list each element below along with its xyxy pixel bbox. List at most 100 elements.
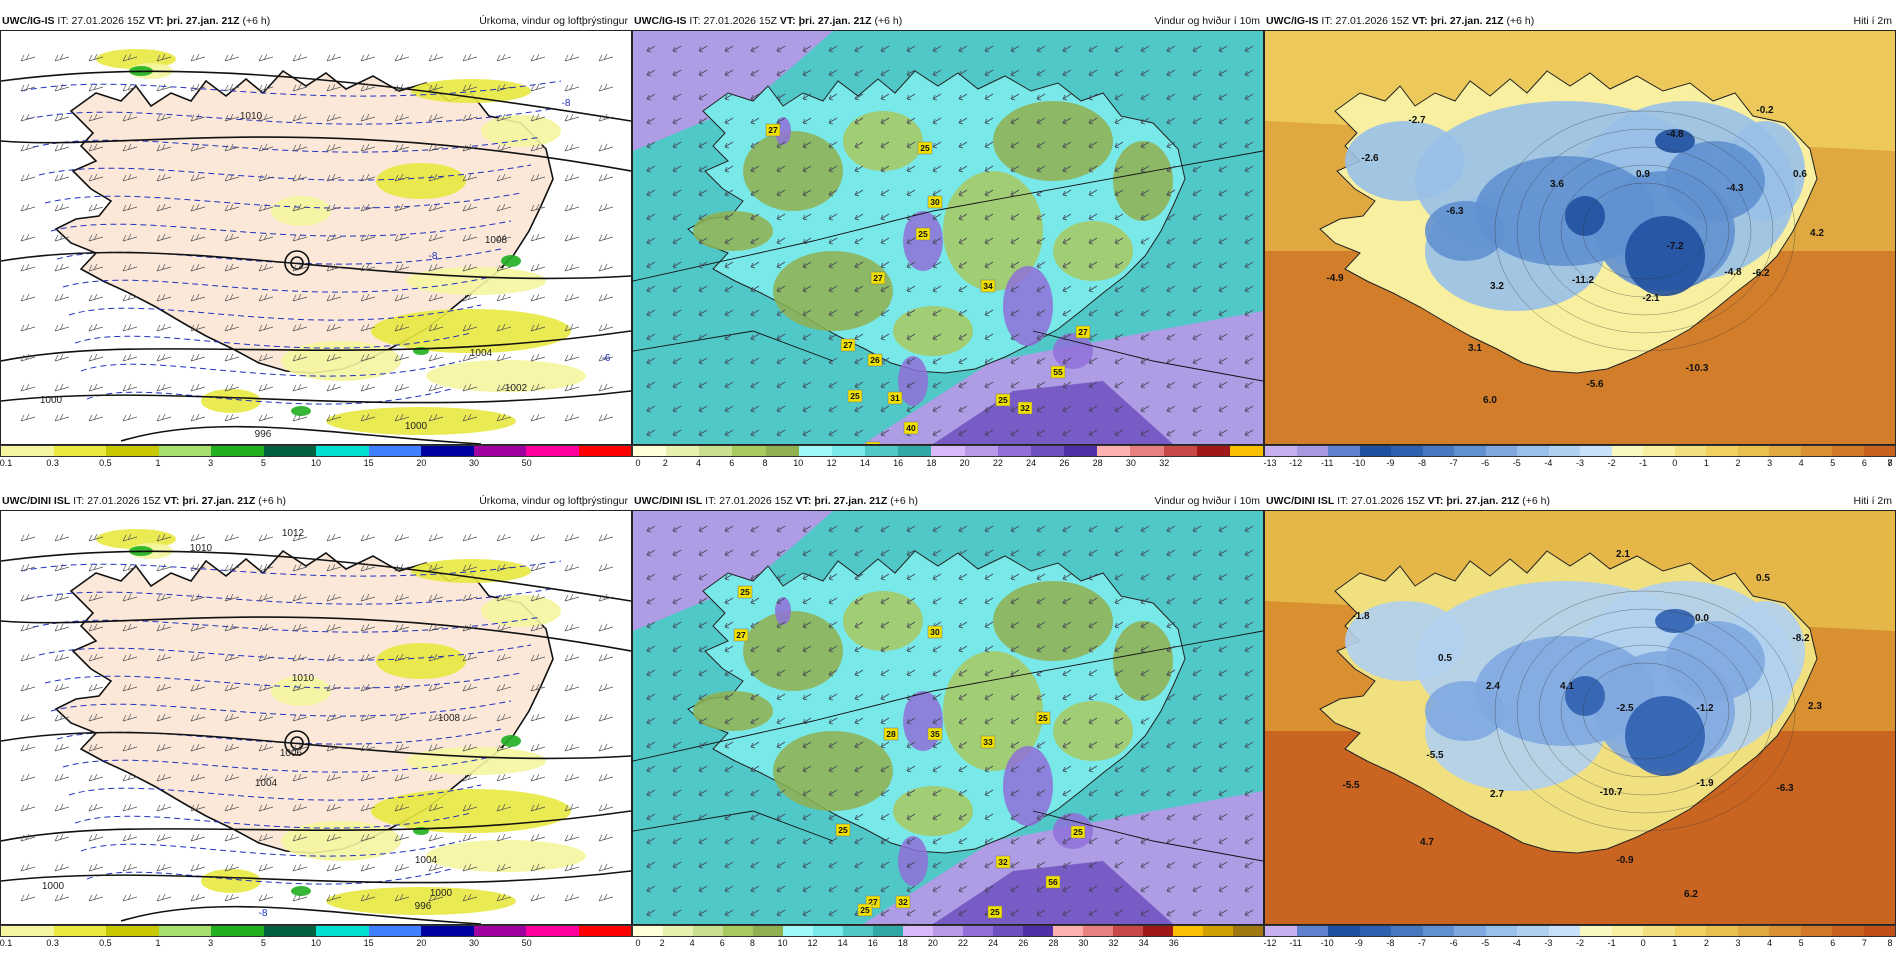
isobar — [120, 425, 482, 444]
low-pressure-ring — [290, 736, 304, 750]
wind-arrow — [1218, 429, 1228, 437]
wind-arrow — [724, 405, 734, 413]
map-view[interactable]: 2527302835332525322556273237252525 — [632, 510, 1264, 925]
wind-barb — [564, 173, 580, 182]
wind-barb — [326, 803, 342, 812]
wind-barb — [292, 563, 308, 572]
wind-barb — [394, 533, 410, 542]
wind-barb — [360, 353, 376, 362]
wind-barb — [88, 713, 104, 722]
wind-arrow — [880, 405, 890, 413]
wind-barb — [224, 623, 240, 632]
wind-arrow — [854, 45, 864, 53]
wind-arrow — [698, 45, 708, 53]
wind-barb — [462, 893, 478, 902]
wind-arrow — [932, 117, 942, 125]
wind-barb — [88, 893, 104, 902]
wind-arrow — [776, 141, 786, 149]
color-swatch — [699, 446, 733, 456]
wind-arrow — [828, 861, 838, 869]
wind-arrow — [802, 93, 812, 101]
wind-arrow — [750, 309, 760, 317]
wind-arrow — [1192, 861, 1202, 869]
temperature-value-label: 3.2 — [1490, 281, 1504, 292]
wind-arrow — [1192, 741, 1202, 749]
map-view[interactable]: 1010 1008 1004 1002 1000 1000 996 -8 -8 -6 — [0, 30, 632, 445]
wind-barb — [190, 53, 206, 62]
wind-arrow — [828, 717, 838, 725]
map-view[interactable]: 2.1 0.5 -1.8 0.0 -8.2 0.5 2.4 4.1 -2.5 -1.2 2.3 -5.… — [1264, 510, 1896, 925]
wind-arrow — [698, 381, 708, 389]
wind-barb — [462, 383, 478, 392]
contour-value-label: 1004 — [470, 348, 493, 359]
wind-barb — [360, 623, 376, 632]
wind-arrow — [1192, 669, 1202, 677]
wind-arrow — [828, 309, 838, 317]
wind-arrow — [1244, 621, 1254, 629]
wind-barb — [224, 893, 240, 902]
wind-barb — [326, 593, 342, 602]
color-scale-tick-label: 34 — [1138, 938, 1149, 948]
gust-label-box — [1045, 875, 1061, 889]
wind-arrow — [1062, 69, 1072, 77]
wind-arrow — [1114, 789, 1124, 797]
wind-arrow — [828, 525, 838, 533]
wind-arrow — [646, 285, 656, 293]
wind-barb — [224, 413, 240, 422]
precip-area — [376, 163, 466, 199]
color-scale-tick-label: -6 — [1449, 938, 1458, 948]
color-swatch — [1643, 926, 1675, 936]
wind-arrow — [984, 189, 994, 197]
map-panel-wind-ig: UWC/IG-IS IT: 27.01.2026 15Z VT: þri. 27… — [632, 12, 1264, 482]
color-scale-tick-label: 10 — [310, 938, 322, 948]
wind-barb — [326, 383, 342, 392]
wind-arrow — [984, 837, 994, 845]
wind-arrow — [1166, 573, 1176, 581]
wind-barb — [326, 833, 342, 842]
wind-barb — [598, 773, 614, 782]
it-value: 27.01.2026 15Z — [87, 495, 161, 507]
wind-arrow — [1088, 645, 1098, 653]
wind-arrow — [1062, 741, 1072, 749]
map-canvas: -2.7-4.8-0.2-2.63.60.9-4.30.6-6.3-7.24.2… — [1265, 31, 1895, 444]
color-scale-ticks: 0 2 4 6 8 10 12 14 16 18 20 22 24 26 28 30 32 34 36 — [632, 938, 1264, 952]
wind-barb — [20, 203, 36, 212]
wind-arrow — [802, 669, 812, 677]
wind-arrow — [1114, 333, 1124, 341]
wind-arrow — [1036, 861, 1046, 869]
map-view[interactable]: 2725302527342726275525314025322925 — [632, 30, 1264, 445]
temperature-value-label: 0.5 — [1438, 653, 1452, 664]
color-swatch — [1548, 926, 1580, 936]
wind-barb — [394, 353, 410, 362]
wind-arrow — [828, 909, 838, 917]
color-scale-tick-label: 10 — [310, 458, 322, 468]
wind-arrow — [1010, 789, 1020, 797]
wind-arrow — [1140, 525, 1150, 533]
contour-value-label: 1000 — [430, 888, 453, 899]
map-view[interactable]: 1010 1012 1010 1006 1004 1008 1004 1000 1000 996-… — [0, 510, 632, 925]
wind-arrow — [854, 837, 864, 845]
color-scale-tick-label: 6 — [729, 458, 735, 468]
map-view[interactable]: -2.7 -4.8 -0.2 -2.6 3.6 0.9 -4.3 0.6 -6.3 -7.2 4.2… — [1264, 30, 1896, 445]
color-scale-tick-label: -7 — [1449, 458, 1458, 468]
wind-arrow — [880, 381, 890, 389]
wind-barb — [360, 143, 376, 152]
wind-arrow — [932, 237, 942, 245]
contour-value-label: 1010 — [292, 673, 315, 684]
wind-arrow — [802, 525, 812, 533]
wind-arrow — [1088, 669, 1098, 677]
wind-arrow — [880, 285, 890, 293]
wind-barb — [462, 173, 478, 182]
wind-arrow — [1192, 621, 1202, 629]
wind-barb — [394, 713, 410, 722]
color-swatch — [1548, 446, 1580, 456]
wind-barb — [428, 563, 444, 572]
wind-barb — [88, 623, 104, 632]
wind-barb — [598, 533, 614, 542]
color-scale-tick-label: 20 — [959, 458, 970, 468]
wind-arrow — [1244, 69, 1254, 77]
wind-arrow — [646, 789, 656, 797]
color-swatch — [1580, 926, 1612, 936]
wind-barb — [394, 83, 410, 92]
wind-arrow — [672, 837, 682, 845]
